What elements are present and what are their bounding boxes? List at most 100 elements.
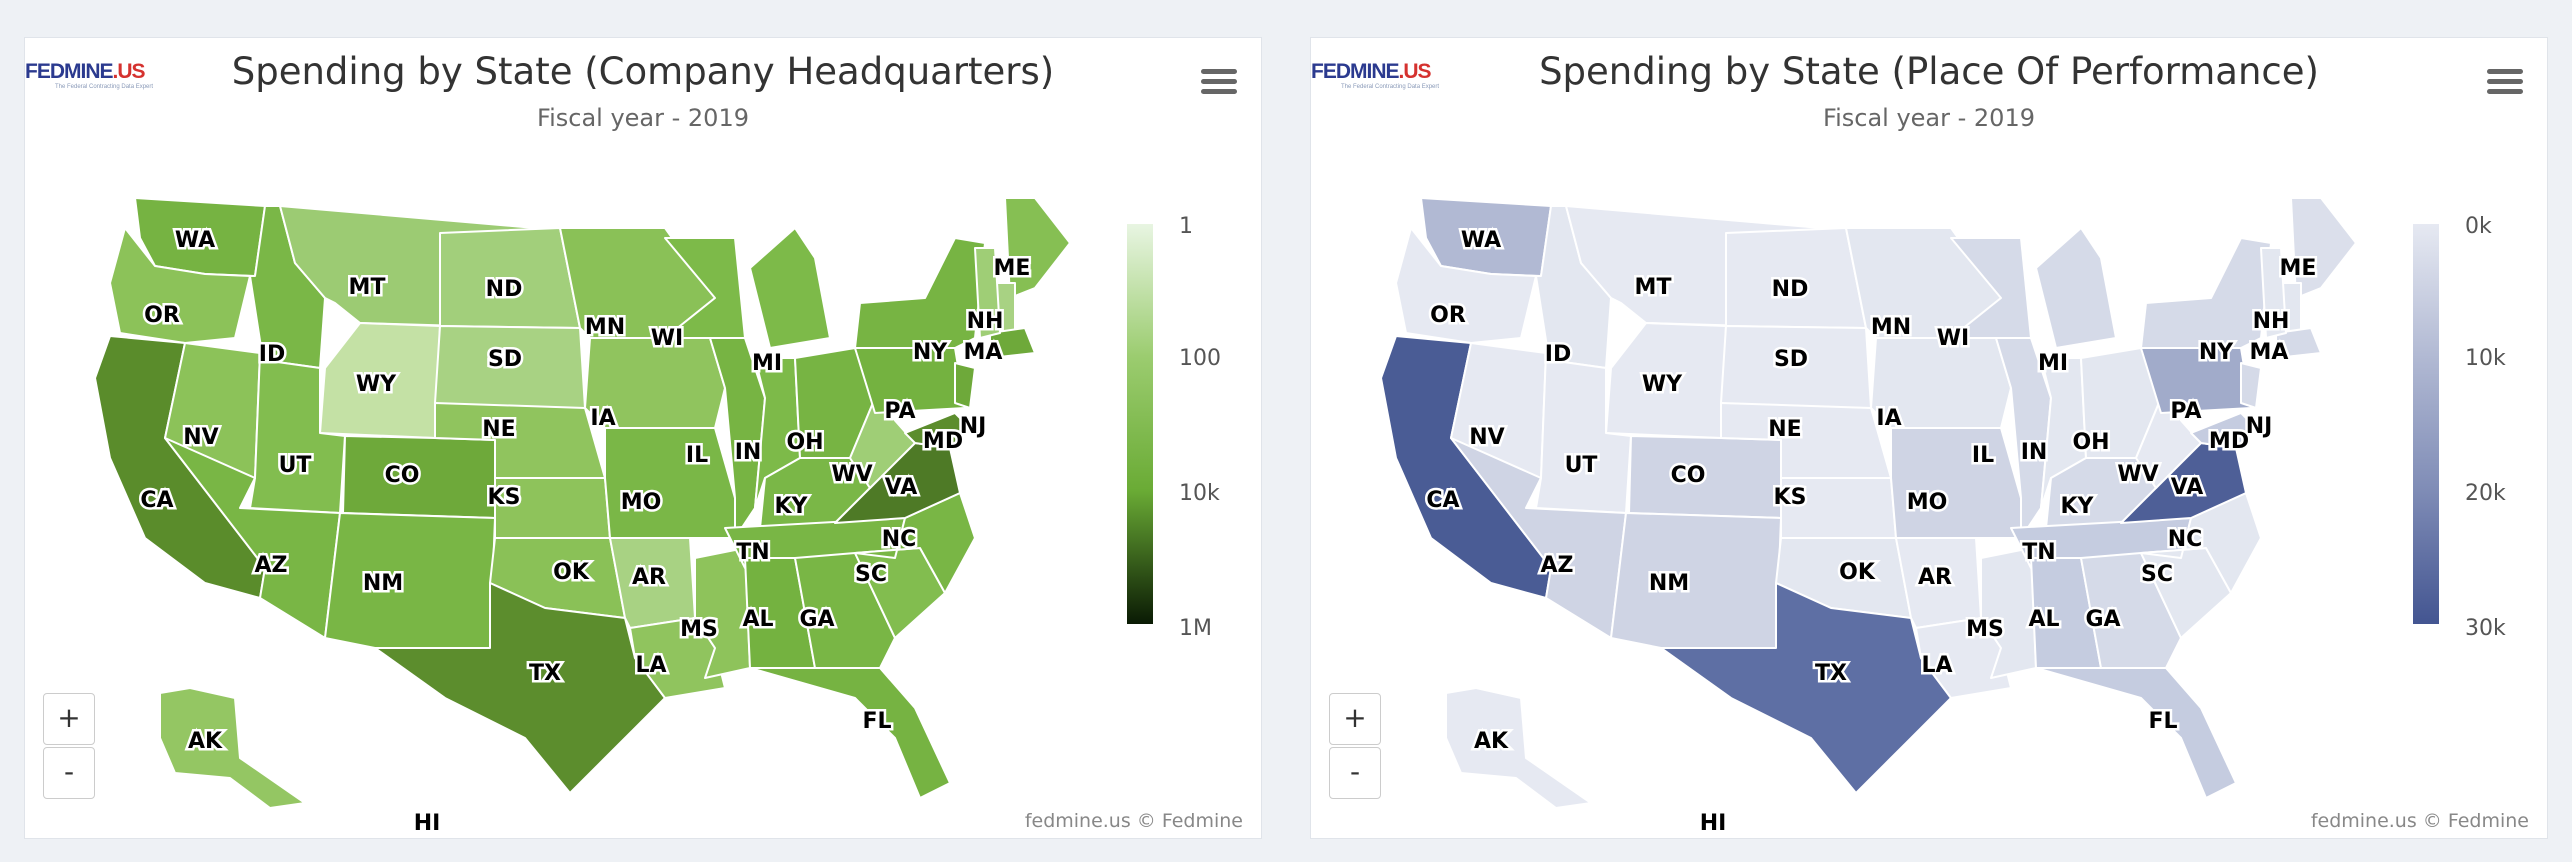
state-label-me: ME — [2280, 256, 2317, 281]
state-ny[interactable] — [854, 237, 986, 349]
state-label-ak: AK — [188, 729, 223, 754]
state-label-nd: ND — [486, 277, 523, 302]
state-fl[interactable] — [749, 667, 951, 799]
state-label-la: LA — [635, 653, 666, 678]
state-label-wy: WY — [1642, 372, 1683, 397]
state-label-or: OR — [1430, 303, 1466, 328]
state-label-md: MD — [2209, 429, 2249, 454]
chart-title: Spending by State (Company Headquarters) — [231, 50, 1055, 93]
state-ny[interactable] — [2140, 237, 2272, 349]
state-label-ar: AR — [632, 565, 666, 590]
state-label-ks: KS — [1774, 485, 1807, 510]
state-ma[interactable] — [989, 327, 1036, 359]
state-label-wv: WV — [2117, 462, 2158, 487]
state-label-mt: MT — [1635, 275, 1672, 300]
menu-bar — [1201, 79, 1237, 84]
map-panel-headquarters: WA OR CA NV ID MT WY UT AZ CO NM ND SD NE KS OK TX MN IA MO… — [24, 37, 1262, 839]
state-label-ga: GA — [799, 607, 834, 632]
state-label-ok: OK — [1839, 560, 1876, 585]
state-mo[interactable] — [1890, 427, 2022, 539]
state-label-nj: NJ — [960, 414, 987, 439]
credits-link[interactable]: fedmine.us © Fedmine — [1024, 810, 1243, 832]
state-label-mi: MI — [752, 351, 782, 376]
state-label-ca: CA — [1426, 488, 1459, 513]
state-md[interactable] — [904, 412, 971, 449]
state-hi[interactable] — [419, 812, 441, 831]
us-state-map: WA OR CA NV ID MT WY UT AZ CO NM ND SD NE KS OK TX MN IA MO… — [1380, 197, 2357, 838]
logo-suffix: .US — [1398, 60, 1432, 83]
chart-subtitle: Fiscal year - 2019 — [1823, 104, 2035, 132]
state-label-pa: PA — [884, 399, 915, 424]
state-label-al: AL — [742, 607, 773, 632]
state-il[interactable] — [1995, 337, 2052, 539]
state-wy[interactable] — [1605, 322, 1727, 439]
state-ma[interactable] — [2275, 327, 2322, 359]
legend-tick: 100 — [1179, 346, 1221, 371]
state-nc[interactable] — [2140, 492, 2262, 594]
state-hi[interactable] — [1705, 812, 1727, 831]
state-label-mn: MN — [1871, 315, 1911, 340]
state-fl[interactable] — [2035, 667, 2237, 799]
state-ga[interactable] — [794, 552, 896, 669]
state-me[interactable] — [1004, 197, 1071, 299]
legend-tick: 1M — [1179, 616, 1212, 641]
map-panel-place-of-performance: WA OR CA NV ID MT WY UT AZ CO NM ND SD NE KS OK TX MN IA MO… — [1310, 37, 2548, 839]
state-label-tx: TX — [529, 661, 561, 686]
state-mo[interactable] — [604, 427, 736, 539]
state-label-az: AZ — [1541, 553, 1574, 578]
state-vt[interactable] — [974, 247, 1001, 339]
state-ak[interactable] — [159, 687, 306, 809]
state-md[interactable] — [2190, 412, 2257, 449]
state-me[interactable] — [2290, 197, 2357, 299]
state-wy[interactable] — [319, 322, 441, 439]
state-label-ky: KY — [775, 494, 809, 519]
state-label-id: ID — [1545, 342, 1571, 367]
state-or[interactable] — [109, 227, 251, 344]
logo-text: FEDMINE.US — [1311, 60, 1432, 84]
state-label-nm: NM — [363, 571, 403, 596]
state-label-mt: MT — [349, 275, 386, 300]
state-label-nd: ND — [1772, 277, 1809, 302]
state-label-nh: NH — [967, 309, 1004, 334]
state-label-va: VA — [2171, 475, 2204, 500]
state-label-la: LA — [1921, 653, 1952, 678]
state-or[interactable] — [1395, 227, 1537, 344]
zoom-in-button[interactable]: + — [1329, 693, 1381, 745]
zoom-out-button[interactable]: - — [43, 747, 95, 799]
state-ak[interactable] — [1445, 687, 1592, 809]
state-label-wv: WV — [831, 462, 872, 487]
state-label-tn: TN — [736, 540, 769, 565]
state-label-ia: IA — [1876, 406, 1901, 431]
state-mi[interactable] — [749, 227, 831, 349]
state-label-me: ME — [994, 256, 1031, 281]
hamburger-menu-icon[interactable] — [1201, 66, 1237, 96]
state-vt[interactable] — [2260, 247, 2287, 339]
chart-title: Spending by State (Place Of Performance) — [1539, 50, 2319, 93]
legend-tick: 10k — [1179, 481, 1220, 506]
state-nj[interactable] — [2240, 362, 2262, 409]
state-nm[interactable] — [1610, 512, 1782, 649]
logo-brand: FEDMINE — [25, 60, 113, 83]
credits-link[interactable]: fedmine.us © Fedmine — [2310, 810, 2529, 832]
state-label-ky: KY — [2061, 494, 2095, 519]
hamburger-menu-icon[interactable] — [2487, 66, 2523, 96]
state-label-ms: MS — [680, 617, 718, 642]
zoom-in-button[interactable]: + — [43, 693, 95, 745]
state-label-sd: SD — [1774, 347, 1808, 372]
state-label-mo: MO — [1907, 490, 1948, 515]
state-label-nj: NJ — [2246, 414, 2273, 439]
state-label-oh: OH — [2072, 430, 2109, 455]
state-nm[interactable] — [324, 512, 496, 649]
state-label-va: VA — [885, 475, 918, 500]
state-ga[interactable] — [2080, 552, 2182, 669]
zoom-out-button[interactable]: - — [1329, 747, 1381, 799]
state-label-md: MD — [923, 429, 963, 454]
state-mi[interactable] — [2035, 227, 2117, 349]
state-label-mo: MO — [621, 490, 662, 515]
state-label-ca: CA — [140, 488, 173, 513]
legend-tick: 30k — [2465, 616, 2506, 641]
state-nj[interactable] — [954, 362, 976, 409]
state-nc[interactable] — [854, 492, 976, 594]
state-il[interactable] — [709, 337, 766, 539]
state-label-ma: MA — [964, 340, 1003, 365]
